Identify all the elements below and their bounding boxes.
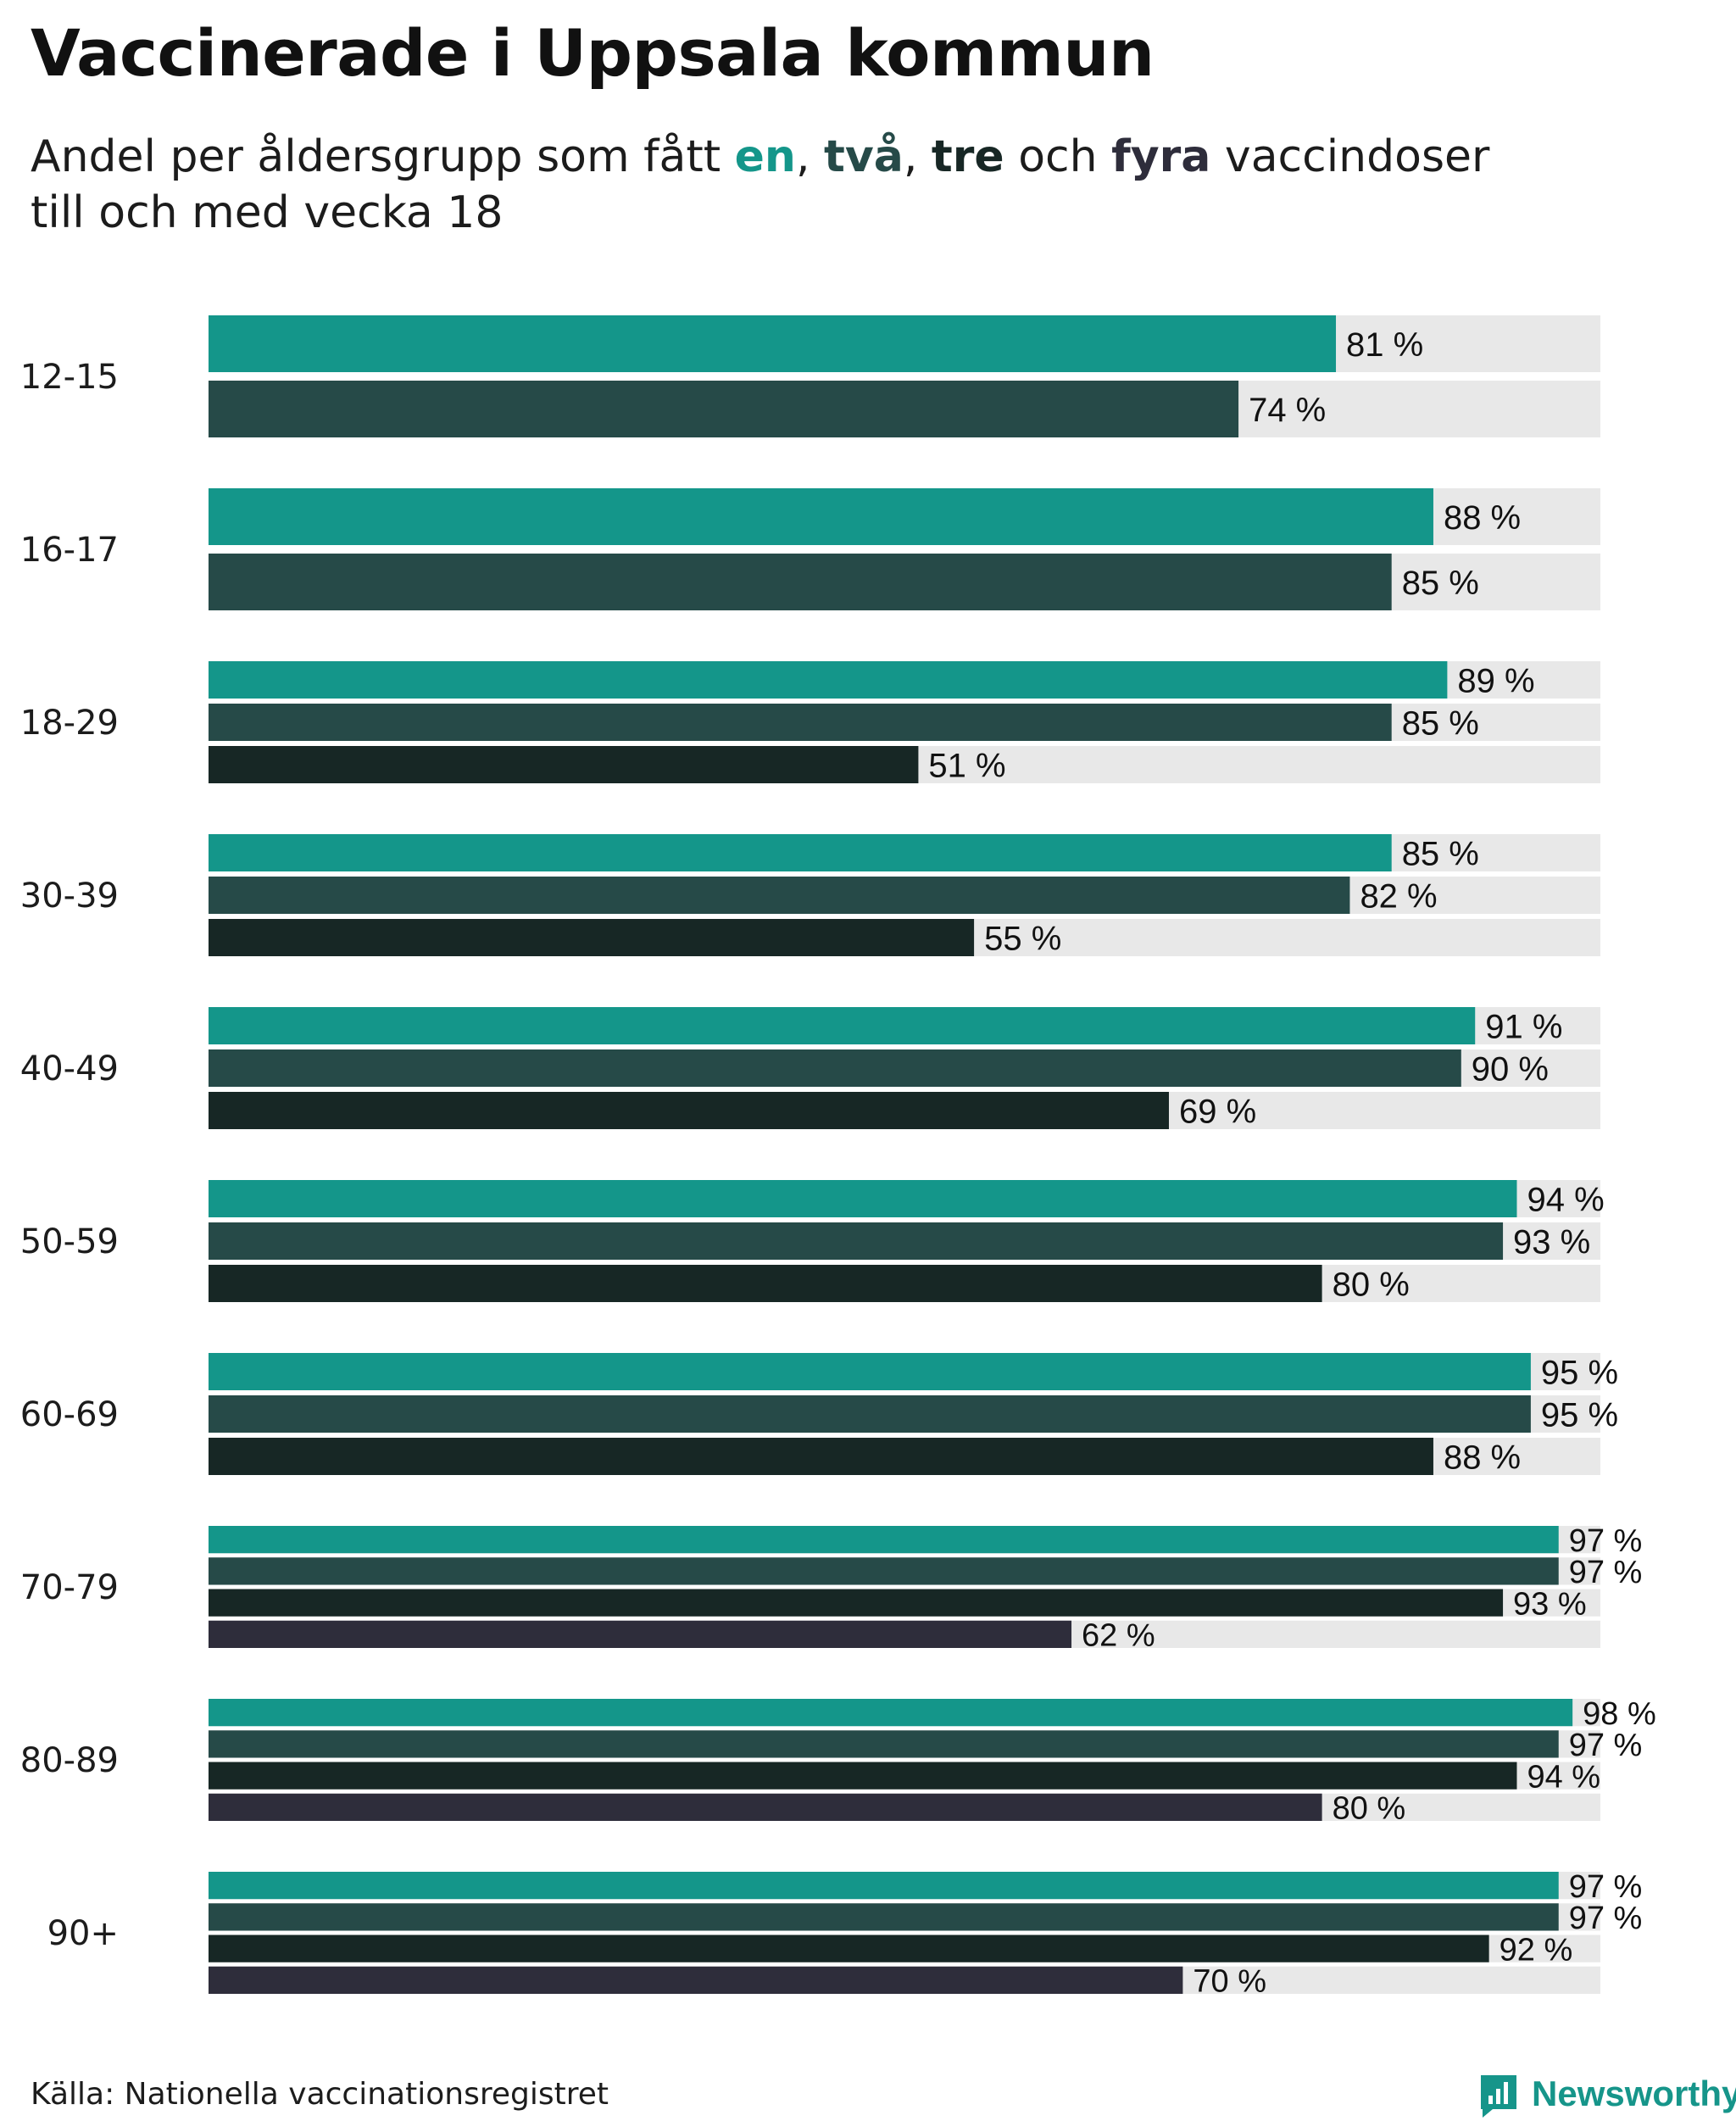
category-label: 18-29 xyxy=(20,704,119,743)
chart-title: Vaccinerade i Uppsala kommun xyxy=(31,15,1155,91)
bar-dose-one xyxy=(209,661,1448,699)
data-label: 97 % xyxy=(1569,1523,1643,1559)
bar-dose-two xyxy=(209,381,1239,437)
data-label: 80 % xyxy=(1333,1266,1410,1303)
bar-dose-two xyxy=(209,1730,1559,1758)
subtitle-text-pre: Andel per åldersgrupp som fått xyxy=(31,131,735,182)
bar-dose-one xyxy=(209,1353,1531,1390)
age-group: 12-15 81 % 74 % xyxy=(20,315,1600,437)
data-label: 88 % xyxy=(1444,499,1521,537)
bar-dose-two xyxy=(209,1903,1559,1931)
bar-dose-three xyxy=(209,1589,1504,1617)
legend-dose-two: två xyxy=(824,131,904,182)
bar-dose-one xyxy=(209,834,1392,871)
bar-dose-one xyxy=(209,1007,1476,1044)
data-label: 94 % xyxy=(1527,1759,1600,1795)
bar-dose-three xyxy=(209,1265,1322,1302)
bar-dose-two xyxy=(209,1049,1461,1087)
data-label: 62 % xyxy=(1082,1618,1155,1654)
bar-dose-three xyxy=(209,1092,1169,1129)
data-label: 94 % xyxy=(1527,1181,1604,1218)
category-label: 70-79 xyxy=(20,1568,119,1607)
age-group: 30-39 85 % 82 % 55 % xyxy=(20,834,1600,957)
subtitle-line-two: till och med vecka 18 xyxy=(31,187,504,238)
bar-dose-four xyxy=(209,1966,1183,1994)
bar-dose-three xyxy=(209,919,975,956)
age-group: 80-89 98 %97 %94 % 80 % xyxy=(20,1696,1656,1827)
data-label: 97 % xyxy=(1569,1728,1643,1763)
data-label: 95 % xyxy=(1541,1396,1618,1433)
bar-dose-one xyxy=(209,1180,1517,1217)
bar-dose-two xyxy=(209,877,1350,914)
newsworthy-logo-icon xyxy=(1481,2075,1516,2118)
bar-dose-three xyxy=(209,1438,1433,1475)
data-label: 51 % xyxy=(928,747,1005,784)
data-label: 88 % xyxy=(1444,1439,1521,1476)
bar-dose-four xyxy=(209,1620,1072,1648)
data-label: 70 % xyxy=(1193,1964,1266,2000)
age-group: 60-69 95 % 95 % 88 % xyxy=(20,1353,1618,1476)
data-label: 92 % xyxy=(1500,1932,1573,1968)
bar-dose-one xyxy=(209,1872,1559,1900)
bar-dose-two xyxy=(209,1557,1559,1585)
chart-subtitle: Andel per åldersgrupp som fått en, två, … xyxy=(31,129,1556,241)
data-label: 85 % xyxy=(1402,565,1479,602)
data-label: 97 % xyxy=(1569,1869,1643,1905)
category-label: 30-39 xyxy=(20,877,119,916)
bar-dose-one xyxy=(209,1699,1573,1727)
age-group: 90+97 %97 %92 %70 % xyxy=(47,1869,1643,2000)
bar-dose-four xyxy=(209,1793,1322,1821)
bar-dose-three xyxy=(209,1762,1517,1790)
subtitle-separator: , xyxy=(903,131,932,182)
data-label: 81 % xyxy=(1346,326,1423,364)
bar-dose-three xyxy=(209,1935,1489,1962)
subtitle-text-post: vaccindoser xyxy=(1210,131,1490,182)
data-label: 97 % xyxy=(1569,1901,1643,1936)
category-label: 80-89 xyxy=(20,1741,119,1780)
data-label: 90 % xyxy=(1472,1050,1549,1088)
legend-dose-three: tre xyxy=(931,131,1004,182)
source-note: Källa: Nationella vaccinationsregistret xyxy=(31,2077,609,2112)
data-label: 97 % xyxy=(1569,1555,1643,1590)
bar-dose-one xyxy=(209,488,1433,545)
category-label: 60-69 xyxy=(20,1395,119,1434)
data-label: 85 % xyxy=(1402,704,1479,742)
data-label: 95 % xyxy=(1541,1354,1618,1391)
data-label: 80 % xyxy=(1333,1791,1406,1827)
newsworthy-logo-text: Newsworthy xyxy=(1532,2074,1736,2113)
data-label: 93 % xyxy=(1513,1586,1587,1622)
data-label: 98 % xyxy=(1583,1696,1656,1732)
category-label: 16-17 xyxy=(20,531,119,570)
bar-dose-two xyxy=(209,554,1392,610)
data-label: 82 % xyxy=(1360,877,1437,915)
data-label: 55 % xyxy=(984,920,1061,957)
bar-dose-two xyxy=(209,1222,1504,1260)
age-group: 50-59 94 % 93 % 80 % xyxy=(20,1180,1605,1303)
bar-chart: 12-15 81 % 74 % 16-17 88 % 85 % 18-29 89 % 85 % 5… xyxy=(20,315,1656,2000)
category-label: 12-15 xyxy=(20,358,119,397)
age-group: 18-29 89 % 85 % 51 % xyxy=(20,661,1600,784)
subtitle-text-mid: och xyxy=(1004,131,1112,182)
age-group: 16-17 88 % 85 % xyxy=(20,488,1600,610)
bar-dose-two xyxy=(209,704,1392,741)
legend-dose-four: fyra xyxy=(1111,131,1211,182)
bar-dose-one xyxy=(209,1526,1559,1554)
bar-dose-one xyxy=(209,315,1337,372)
category-label: 40-49 xyxy=(20,1049,119,1088)
legend-dose-one: en xyxy=(734,131,796,182)
age-group: 40-49 91 % 90 % 69 % xyxy=(20,1007,1600,1130)
category-label: 50-59 xyxy=(20,1222,119,1261)
data-label: 85 % xyxy=(1402,835,1479,872)
bar-dose-two xyxy=(209,1395,1531,1433)
subtitle-separator: , xyxy=(795,131,825,182)
data-label: 91 % xyxy=(1485,1008,1562,1045)
data-label: 69 % xyxy=(1179,1093,1256,1130)
data-label: 89 % xyxy=(1457,662,1534,699)
data-label: 74 % xyxy=(1249,392,1326,429)
bar-dose-three xyxy=(209,746,919,783)
category-label: 90+ xyxy=(47,1914,119,1953)
data-label: 93 % xyxy=(1513,1223,1590,1261)
